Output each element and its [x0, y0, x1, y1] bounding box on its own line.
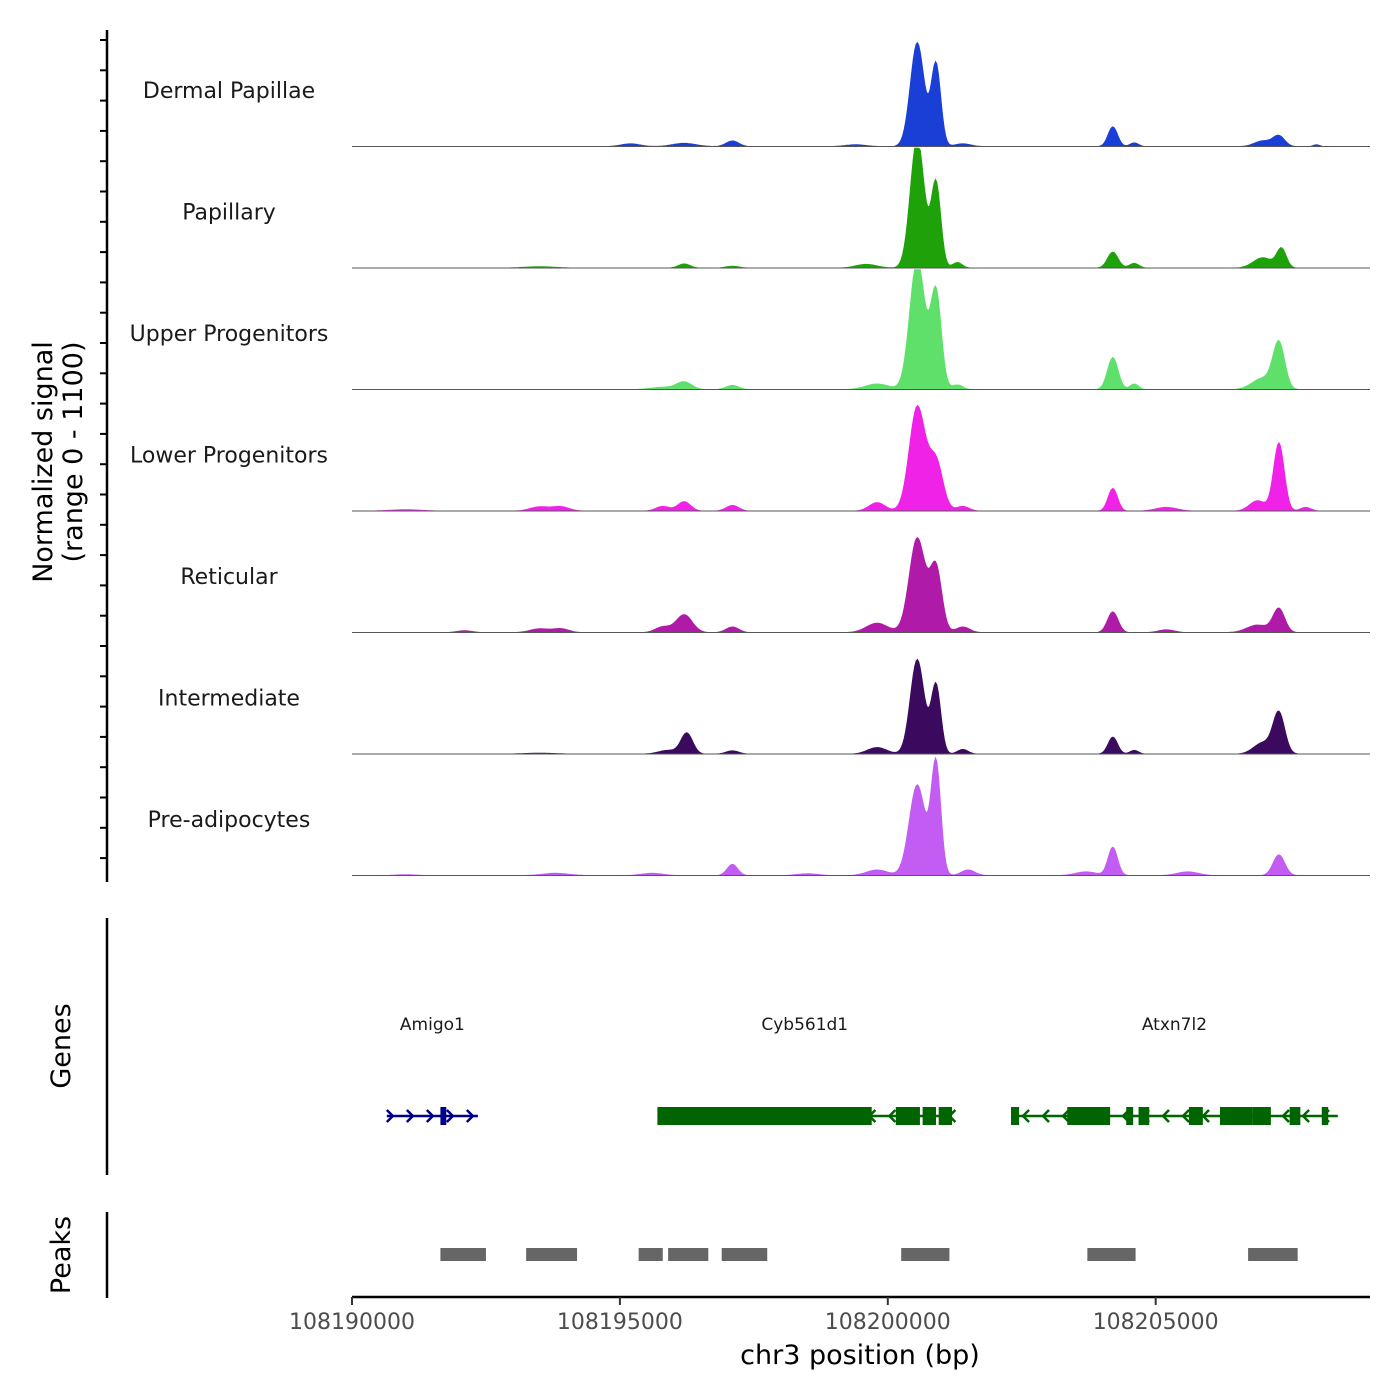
track-reticular: Reticular	[180, 536, 1370, 633]
strand-arrow	[1021, 1109, 1030, 1123]
exon-block	[1126, 1107, 1134, 1125]
gene-amigo1: Amigo1	[385, 1015, 478, 1125]
strand-arrow	[1061, 1109, 1070, 1123]
peak-region	[901, 1248, 950, 1261]
track-label: Pre-adipocytes	[148, 808, 311, 833]
strand-arrow	[405, 1109, 415, 1123]
y-axis-range: (range 0 - 1100)	[58, 342, 89, 563]
x-axis-title: chr3 position (bp)	[740, 1340, 980, 1371]
x-tick-label: 108205000	[1093, 1310, 1219, 1335]
exon-block	[922, 1107, 937, 1125]
peak-regions	[440, 1248, 1298, 1261]
exon-block	[938, 1107, 953, 1125]
exon-block	[657, 1107, 872, 1125]
track-label: Upper Progenitors	[130, 322, 329, 347]
gene-annotations: Amigo1 Cyb561d1 Atxn7l2	[385, 1015, 1338, 1125]
peak-region	[440, 1248, 486, 1261]
coverage-area	[352, 404, 1370, 512]
coverage-area	[352, 658, 1370, 755]
gene-label: Cyb561d1	[761, 1015, 848, 1035]
peak-region	[668, 1248, 709, 1261]
track-dermal-papillae: Dermal Papillae	[143, 41, 1370, 147]
track-label: Dermal Papillae	[143, 79, 315, 104]
track-label: Reticular	[180, 565, 278, 590]
strand-arrow	[385, 1109, 395, 1123]
coverage-area	[352, 756, 1370, 876]
strand-arrow	[1181, 1109, 1190, 1123]
strand-arrow	[1281, 1109, 1290, 1123]
track-papillary: Papillary	[182, 147, 1370, 269]
coverage-tracks: Dermal Papillae Papillary Upper Progenitor…	[130, 41, 1370, 876]
strand-arrow	[1201, 1109, 1210, 1123]
exon-block	[1321, 1107, 1329, 1125]
track-label: Lower Progenitors	[130, 444, 328, 469]
gene-label: Amigo1	[400, 1015, 465, 1035]
strand-arrow	[465, 1109, 475, 1123]
strand-arrow	[1161, 1109, 1170, 1123]
coverage-area	[352, 41, 1370, 147]
track-upper-progenitors: Upper Progenitors	[130, 269, 1370, 390]
peak-region	[1087, 1248, 1136, 1261]
track-intermediate: Intermediate	[158, 658, 1370, 755]
peak-region	[526, 1248, 578, 1261]
gene-cyb561d1: Cyb561d1	[657, 1015, 957, 1125]
track-label: Intermediate	[158, 687, 300, 712]
y-axis-title: Normalized signal	[28, 341, 59, 583]
exon-block	[1067, 1107, 1111, 1125]
gene-label: Atxn7l2	[1142, 1015, 1207, 1035]
gene-atxn7l2: Atxn7l2	[1011, 1015, 1338, 1125]
strand-arrow	[1301, 1109, 1310, 1123]
strand-arrow	[1041, 1109, 1050, 1123]
coverage-area	[352, 147, 1370, 269]
track-lower-progenitors: Lower Progenitors	[130, 404, 1370, 512]
strand-arrow	[425, 1109, 435, 1123]
exon-block	[1219, 1107, 1253, 1125]
exon-block	[440, 1107, 447, 1125]
exon-block	[895, 1107, 920, 1125]
x-tick-label: 108200000	[825, 1310, 951, 1335]
exon-block	[1188, 1107, 1203, 1125]
exon-block	[1011, 1107, 1020, 1125]
peak-region	[721, 1248, 768, 1261]
x-tick-label: 108190000	[289, 1310, 415, 1335]
genes-panel-title: Genes	[46, 1003, 77, 1088]
strand-arrow	[445, 1109, 455, 1123]
track-label: Papillary	[182, 201, 276, 226]
peak-region	[1248, 1248, 1298, 1261]
coverage-area	[352, 269, 1370, 390]
exon-block	[1252, 1107, 1271, 1125]
track-pre-adipocytes: Pre-adipocytes	[148, 756, 1370, 876]
peak-region	[638, 1248, 663, 1261]
exon-block	[1138, 1107, 1150, 1125]
coverage-area	[352, 536, 1370, 633]
strand-arrow	[887, 1109, 897, 1123]
x-tick-label: 108195000	[557, 1310, 683, 1335]
exon-block	[1289, 1107, 1301, 1125]
signal-y-axis	[100, 30, 109, 882]
peaks-panel-title: Peaks	[46, 1216, 77, 1294]
x-axis-ticks: 108190000 108195000 108200000 108205000	[289, 1297, 1219, 1335]
